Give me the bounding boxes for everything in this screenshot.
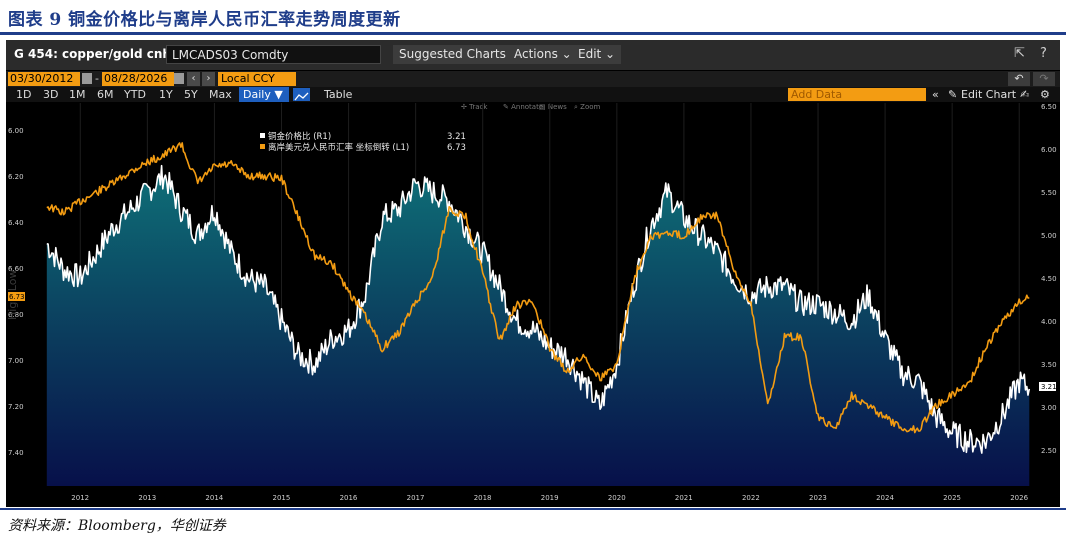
function-label: G 454: copper/gold cnh xyxy=(14,47,171,61)
right-tick-label: 4.00 xyxy=(1041,318,1057,326)
actions-button[interactable]: Actions ⌄ xyxy=(508,45,578,64)
help-icon[interactable]: ? xyxy=(1040,46,1047,61)
last-value-tag-left xyxy=(8,292,25,301)
x-tick-label: 2022 xyxy=(742,494,760,502)
collapse-icon[interactable]: « xyxy=(932,88,939,101)
x-tick-label: 2017 xyxy=(407,494,425,502)
last-value-left: 6.73 xyxy=(9,293,25,301)
chevron-left-icon[interactable]: ‹ xyxy=(187,72,200,86)
x-tick-label: 2021 xyxy=(675,494,693,502)
left-tick-label: 6.00 xyxy=(8,127,24,135)
legend-label-usdcnh: 离岸美元兑人民币汇率 坐标倒转 (L1) xyxy=(268,142,409,153)
export-icon[interactable]: ⇱ xyxy=(1014,46,1025,61)
x-tick-label: 2024 xyxy=(876,494,894,502)
source-note: 资料来源：Bloomberg，华创证券 xyxy=(8,518,226,534)
range-max[interactable]: Max xyxy=(209,88,232,101)
range-6m[interactable]: 6M xyxy=(97,88,114,101)
left-tick-label: 7.20 xyxy=(8,403,24,411)
undo-icon[interactable]: ↶ xyxy=(1008,72,1030,86)
date-separator: - xyxy=(95,72,99,85)
left-tick-label: 7.40 xyxy=(8,449,24,457)
date-range-bar: 03/30/2012 - 08/28/2026 ‹ › Local CCY ↶ … xyxy=(6,71,1060,87)
legend-swatch-copper-gold xyxy=(260,133,265,138)
right-tick-label: 6.50 xyxy=(1041,103,1057,111)
pencil-icon: ✎ xyxy=(948,88,958,101)
series-line-copper-gold xyxy=(46,164,1031,454)
x-tick-label: 2012 xyxy=(71,494,89,502)
frequency-select[interactable]: Daily ▼ xyxy=(239,87,289,102)
legend-value-copper-gold: 3.21 xyxy=(447,132,466,142)
title-rule xyxy=(0,32,1066,35)
range-5y[interactable]: 5Y xyxy=(184,88,198,101)
legend-swatch-usdcnh xyxy=(260,144,265,149)
function-bar: G 454: copper/gold cnh LMCADS03 Comdty S… xyxy=(6,40,1060,70)
left-tick-label: 7.00 xyxy=(8,357,24,365)
tool-annotate[interactable]: ✎ Annotate xyxy=(503,103,544,111)
copper-gold-area xyxy=(46,165,1030,486)
currency-select[interactable]: Local CCY xyxy=(218,72,296,86)
right-tick-label: 5.00 xyxy=(1041,232,1057,240)
x-tick-label: 2023 xyxy=(809,494,827,502)
range-1d[interactable]: 1D xyxy=(16,88,32,101)
x-tick-label: 2014 xyxy=(205,494,223,502)
x-tick-label: 2015 xyxy=(273,494,291,502)
calendar-icon[interactable] xyxy=(82,73,92,84)
right-tick-label: 3.50 xyxy=(1041,361,1057,369)
x-axis: 2012 2013 2014 2015 2016 2017 2018 2019 2020 2021… xyxy=(71,494,1028,502)
figure-title: 图表 9 铜金价格比与离岸人民币汇率走势周度更新 xyxy=(8,10,401,30)
edit-button[interactable]: Edit ⌄ xyxy=(572,45,622,64)
x-tick-label: 2018 xyxy=(474,494,492,502)
right-tick-label: 5.50 xyxy=(1041,189,1057,197)
chart-type-icon[interactable] xyxy=(293,88,310,101)
suggested-charts-button[interactable]: Suggested Charts ⌄ xyxy=(393,45,526,64)
right-tick-label: 6.00 xyxy=(1041,146,1057,154)
chevron-right-icon[interactable]: › xyxy=(202,72,215,86)
annotate-icon[interactable]: ✍ xyxy=(1020,88,1030,101)
range-toolbar: 1D 3D 1M 6M YTD 1Y 5Y Max Daily ▼ Table … xyxy=(6,87,1060,102)
series-line-usdcnh xyxy=(46,142,1030,434)
legend-value-usdcnh: 6.73 xyxy=(447,143,466,153)
right-tick-label: 2.50 xyxy=(1041,447,1057,455)
right-axis: 6.50 6.00 5.50 5.00 4.50 4.00 3.50 3.00 2.50 xyxy=(1041,103,1057,455)
x-tick-label: 2016 xyxy=(340,494,358,502)
x-tick-label: 2020 xyxy=(608,494,626,502)
left-tick-label: 6.20 xyxy=(8,173,24,181)
last-value-tags: 6.73 3.21 xyxy=(8,292,1057,391)
range-1y[interactable]: 1Y xyxy=(159,88,173,101)
range-1m[interactable]: 1M xyxy=(69,88,86,101)
x-tick-label: 2013 xyxy=(138,494,156,502)
right-tick-label: 3.00 xyxy=(1041,404,1057,412)
last-value-tag-right xyxy=(1039,382,1056,391)
start-date-field[interactable]: 03/30/2012 xyxy=(8,72,80,86)
left-tick-label: 6.80 xyxy=(8,311,24,319)
left-tick-label: 6.40 xyxy=(8,219,24,227)
calendar-icon[interactable] xyxy=(174,73,184,84)
bottom-rule xyxy=(0,508,1066,510)
left-tick-label: 6.60 xyxy=(8,265,24,273)
tool-news[interactable]: ▤ News xyxy=(539,103,567,111)
legend-label-copper-gold: 铜金价格比 (R1) xyxy=(268,131,331,142)
table-button[interactable]: Table xyxy=(324,88,353,101)
tool-zoom[interactable]: ⌕ Zoom xyxy=(574,103,601,111)
range-3d[interactable]: 3D xyxy=(43,88,59,101)
range-ytd[interactable]: YTD xyxy=(124,88,146,101)
edit-chart-button[interactable]: Edit Chart xyxy=(961,88,1017,101)
last-value-right: 3.21 xyxy=(1041,383,1057,391)
right-tick-label: 4.50 xyxy=(1041,275,1057,283)
left-axis: 6.00 6.20 6.40 6.60 6.80 7.00 7.20 7.40 xyxy=(8,127,24,457)
security-field[interactable]: LMCADS03 Comdty xyxy=(166,45,381,64)
x-tick-label: 2019 xyxy=(541,494,559,502)
redo-icon[interactable]: ↷ xyxy=(1033,72,1055,86)
legend: 铜金价格比 (R1) 3.21 离岸美元兑人民币汇率 坐标倒转 (L1) 6.7… xyxy=(260,131,466,153)
x-tick-label: 2026 xyxy=(1010,494,1028,502)
add-data-input[interactable]: Add Data xyxy=(788,88,926,101)
end-date-field[interactable]: 08/28/2026 xyxy=(102,72,174,86)
x-tick-label: 2025 xyxy=(943,494,961,502)
tool-track[interactable]: ✢ Track xyxy=(461,103,488,111)
gear-icon[interactable]: ⚙ xyxy=(1040,88,1050,101)
